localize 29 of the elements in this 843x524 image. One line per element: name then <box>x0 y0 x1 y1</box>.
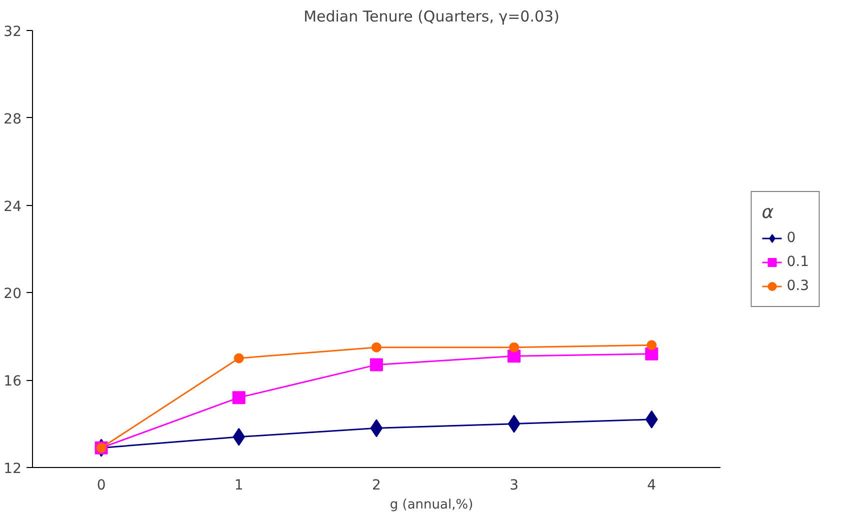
y-tick-label: 20 <box>4 286 22 302</box>
x-axis-title: g (annual,%) <box>390 498 474 512</box>
point <box>509 342 520 352</box>
point <box>646 340 657 350</box>
legend-label: 0.3 <box>786 278 809 294</box>
x-tick-label: 4 <box>647 478 656 494</box>
point <box>508 350 521 363</box>
point <box>370 358 383 372</box>
y-tick-label: 28 <box>4 111 22 128</box>
x-tick-label: 0 <box>96 478 106 494</box>
y-tick-label: 16 <box>4 374 22 390</box>
point <box>371 342 382 352</box>
point <box>645 347 658 360</box>
chart-title: Median Tenure (Quarters, γ=0.03) <box>304 8 560 26</box>
point <box>232 391 246 404</box>
x-tick-label: 2 <box>372 478 381 494</box>
point <box>234 353 244 364</box>
y-tick-label: 32 <box>4 24 22 40</box>
y-tick-label: 12 <box>4 461 22 477</box>
y-tick-label: 24 <box>4 198 22 215</box>
point <box>508 414 520 433</box>
legend-title: α <box>762 202 775 222</box>
legend-label: 0.1 <box>786 254 809 270</box>
point <box>370 419 383 438</box>
legend-label: 0 <box>786 230 797 246</box>
x-tick-label: 1 <box>234 478 244 494</box>
point <box>232 428 246 446</box>
point <box>645 410 658 428</box>
x-tick-label: 3 <box>510 478 519 494</box>
